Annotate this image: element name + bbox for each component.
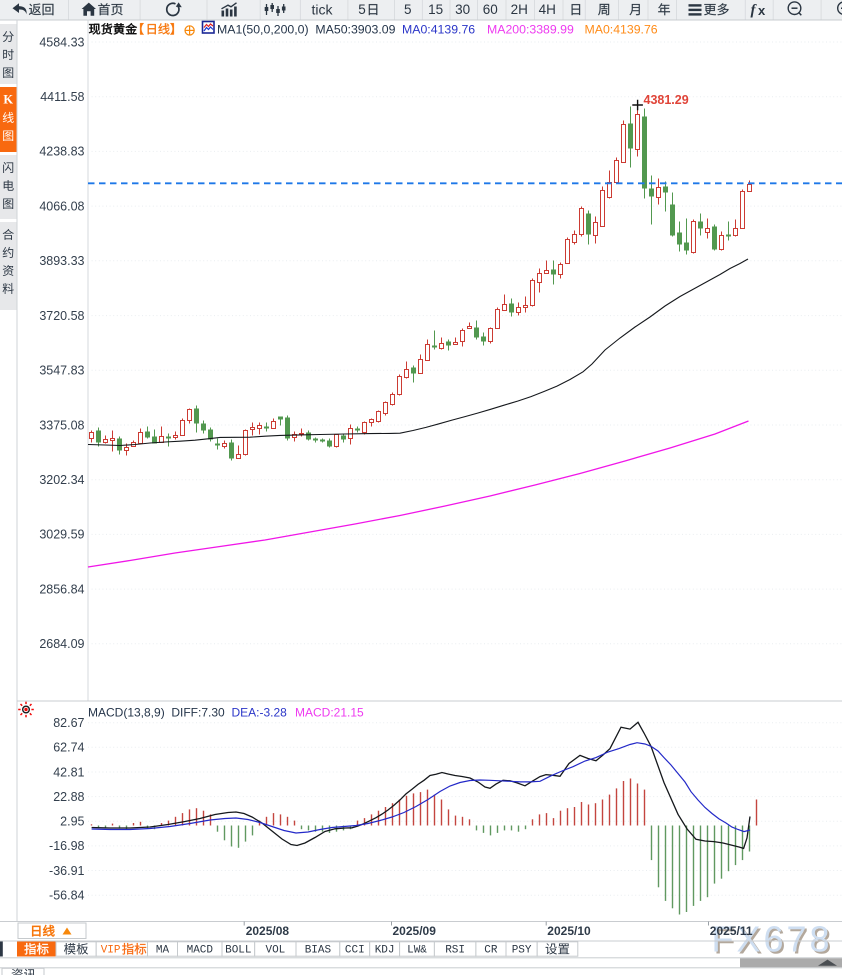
svg-text:-56.84: -56.84	[49, 889, 84, 903]
svg-text:2856.84: 2856.84	[39, 582, 84, 596]
svg-text:DEA:-3.28: DEA:-3.28	[232, 705, 288, 719]
svg-text:MACD(13,8,9) DIFF:7.30: MACD(13,8,9) DIFF:7.30	[88, 705, 225, 719]
svg-text:2684.09: 2684.09	[39, 637, 84, 651]
svg-text:42.81: 42.81	[53, 765, 84, 779]
svg-text:-16.98: -16.98	[49, 839, 84, 853]
svg-text:3720.58: 3720.58	[39, 309, 84, 323]
svg-text:4584.33: 4584.33	[39, 35, 84, 49]
svg-text:MA1(50,0,200,0) MA50:3903.09: MA1(50,0,200,0) MA50:3903.09	[217, 22, 396, 36]
svg-text:K: K	[3, 93, 13, 107]
svg-text:VOL: VOL	[265, 945, 285, 957]
svg-text:x: x	[758, 3, 766, 18]
svg-text:3375.08: 3375.08	[39, 418, 84, 432]
svg-text:15: 15	[428, 2, 443, 17]
svg-text:62.74: 62.74	[53, 741, 84, 755]
svg-text:-36.91: -36.91	[49, 864, 84, 878]
svg-text:2025/11: 2025/11	[710, 924, 753, 938]
svg-text:4411.58: 4411.58	[40, 90, 84, 104]
svg-text:BIAS: BIAS	[305, 945, 332, 957]
svg-text:3029.59: 3029.59	[39, 528, 84, 542]
svg-text:tick: tick	[312, 2, 334, 18]
svg-text:2H: 2H	[511, 2, 528, 17]
svg-text:PSY: PSY	[512, 945, 532, 957]
svg-text:MA200:3389.99: MA200:3389.99	[487, 22, 574, 36]
svg-text:2025/10: 2025/10	[547, 924, 591, 938]
svg-text:BOLL: BOLL	[225, 945, 251, 957]
svg-text:RSI: RSI	[445, 945, 465, 957]
svg-text:82.67: 82.67	[53, 716, 84, 730]
svg-text:2.95: 2.95	[60, 815, 84, 829]
svg-text:CR: CR	[484, 945, 498, 957]
svg-text:VIP: VIP	[101, 945, 121, 957]
svg-text:LW&: LW&	[407, 945, 427, 957]
svg-text:f: f	[751, 3, 758, 19]
svg-text:CCI: CCI	[345, 945, 365, 957]
svg-text:30: 30	[455, 2, 470, 17]
svg-text:3202.34: 3202.34	[39, 473, 84, 487]
svg-text:2025/09: 2025/09	[393, 924, 437, 938]
svg-text:FX678: FX678	[712, 919, 833, 960]
svg-text:3893.33: 3893.33	[39, 254, 84, 268]
svg-text:MACD: MACD	[187, 945, 214, 957]
svg-text:22.88: 22.88	[53, 790, 84, 804]
svg-text:3547.83: 3547.83	[39, 364, 84, 378]
svg-text:60: 60	[483, 2, 498, 17]
svg-text:MA0:4139.76: MA0:4139.76	[402, 22, 475, 36]
svg-text:KDJ: KDJ	[375, 945, 395, 957]
svg-text:MACD:21.15: MACD:21.15	[295, 705, 364, 719]
svg-text:4066.08: 4066.08	[39, 199, 84, 213]
svg-text:2025/08: 2025/08	[246, 924, 290, 938]
svg-text:5: 5	[404, 2, 412, 17]
svg-text:MA0:4139.76: MA0:4139.76	[585, 22, 658, 36]
svg-text:5: 5	[358, 2, 366, 17]
svg-text:4238.83: 4238.83	[39, 145, 84, 159]
svg-text:MA: MA	[156, 945, 170, 957]
svg-text:4H: 4H	[539, 2, 556, 17]
svg-text:4381.29: 4381.29	[644, 93, 689, 107]
